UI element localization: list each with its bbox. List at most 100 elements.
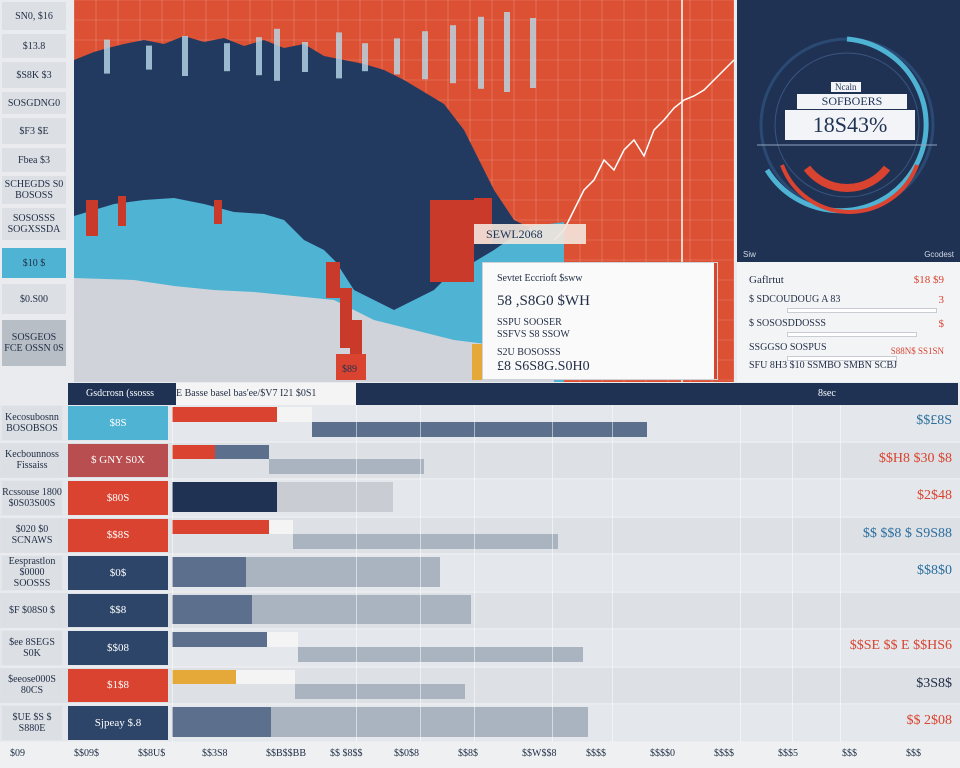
chart-spike bbox=[478, 16, 484, 89]
table-row-value: $$ 2$08 bbox=[906, 713, 953, 728]
table-row-label: $F $08S0 $ bbox=[2, 593, 62, 627]
chart-spike bbox=[104, 39, 110, 74]
table-header-cell[interactable] bbox=[668, 383, 788, 405]
table-header-cell[interactable] bbox=[428, 383, 488, 405]
right-panel-row-label: $ SDCOUDOUG A 83 bbox=[749, 294, 841, 305]
table-row-category: $ GNY S0X bbox=[68, 443, 168, 477]
table-row-category: $1$8 bbox=[68, 668, 168, 702]
right-panel-row-label: SSGGSO SOSPUS bbox=[749, 342, 827, 353]
right-panel-row-label: $ SOSOSDDOSSS bbox=[749, 318, 826, 329]
table-row-bar bbox=[252, 594, 471, 624]
right-panel-row-bar bbox=[787, 356, 897, 361]
table-row-bar bbox=[172, 482, 277, 512]
table-header-cell[interactable]: Gsdcrosn (ssosss bbox=[86, 388, 155, 399]
bottom-axis-tick: $$$5 bbox=[778, 748, 798, 759]
left-column-item: SOSGEOS FCE OSSN 0S bbox=[2, 320, 66, 366]
chart-gray-area bbox=[74, 278, 554, 382]
table-row-label: $UE $S $ S880E bbox=[2, 706, 62, 740]
right-panel-footer-value: S88N$ SS1SN bbox=[890, 346, 944, 356]
left-column-item: $10 $ bbox=[2, 248, 66, 278]
table-header-cell[interactable]: E Basse basel bas'ee/$V7 I21 $0S1 bbox=[176, 383, 356, 405]
table-row-bar bbox=[297, 646, 584, 662]
chart-red-bar bbox=[118, 196, 126, 226]
table-row-label: Eesprastlon $0000 SOOSSS bbox=[2, 556, 62, 590]
right-panel-row-bar bbox=[787, 308, 937, 313]
gauge-arc-red bbox=[780, 164, 919, 214]
gauge-ring-inner bbox=[774, 52, 920, 198]
bottom-axis-tick: $$$ bbox=[842, 748, 857, 759]
chart-spike bbox=[274, 28, 280, 81]
table-row-label: $eeose000S 80CS bbox=[2, 668, 62, 702]
chart-spike bbox=[224, 43, 230, 72]
table-row-bar bbox=[172, 519, 269, 535]
table-header-cell[interactable]: 8sec bbox=[818, 388, 836, 399]
table-row-value: $3S8$ bbox=[916, 675, 952, 691]
table-row-value: $$£8S bbox=[916, 413, 952, 428]
chart-red-bar bbox=[214, 200, 222, 224]
table-row-category: $$8 bbox=[68, 593, 168, 627]
table-row-label: $ee 8SEGS S0K bbox=[2, 631, 62, 665]
table-gridline bbox=[792, 405, 793, 742]
table-row-label: Kecbounnoss Fissaiss bbox=[2, 443, 62, 477]
info-card: Sevtet Eccrioft $sww 58 ,S8G0 $WH SSPU S… bbox=[482, 262, 718, 380]
table-row-bar bbox=[293, 534, 559, 549]
table-row-bar bbox=[246, 557, 441, 587]
chart-overlay-box bbox=[474, 224, 586, 244]
table-header-cell[interactable] bbox=[358, 383, 428, 405]
table-gridline bbox=[474, 405, 475, 742]
gauge-footer-left: Siw bbox=[743, 250, 756, 259]
gauge-small-label: Ncaln bbox=[831, 82, 861, 92]
table-row-category: $0$ bbox=[68, 556, 168, 590]
chart-red-bar bbox=[340, 288, 352, 348]
bottom-axis-tick: $$8U$ bbox=[138, 748, 166, 759]
table-gridline bbox=[552, 405, 553, 742]
table-header-cell[interactable] bbox=[488, 383, 548, 405]
right-panel-row-bar bbox=[787, 332, 917, 337]
chart-spike bbox=[182, 36, 188, 76]
table-row-bar bbox=[172, 707, 271, 737]
right-panel-row-value: 3 bbox=[938, 294, 945, 306]
bottom-axis-tick: $$$ bbox=[906, 748, 921, 759]
table-row-bar bbox=[172, 557, 247, 587]
left-column-item: $S8K $3 bbox=[2, 62, 66, 88]
chart-red-bar bbox=[86, 200, 98, 236]
bottom-axis-tick: $$B$$BB bbox=[266, 748, 307, 759]
table-row-label: Rcssouse 1800 $0S03S00S bbox=[2, 481, 62, 515]
table-row-bar bbox=[172, 407, 277, 422]
table-row-category: $$8S bbox=[68, 518, 168, 552]
bottom-axis-tick: $$8$ bbox=[458, 748, 478, 759]
bottom-axis-tick: $$$$0 bbox=[650, 748, 675, 759]
table-row-value: $2$48 bbox=[917, 488, 952, 503]
table-row-category: $80S bbox=[68, 481, 168, 515]
bottom-axis-tick: $$3S8 bbox=[202, 748, 228, 759]
table-row-value: $$H8 $30 $8 bbox=[878, 450, 952, 466]
table-header-cell[interactable] bbox=[548, 383, 668, 405]
gauge-value: 18S43% bbox=[785, 110, 915, 140]
table-row-bar bbox=[172, 444, 216, 460]
table-gridline bbox=[840, 405, 841, 742]
right-summary-panel: Gaflrtut $18 $9 $ SDCOUDOUG A 83 3 $ SOSOS… bbox=[737, 262, 960, 382]
table-row-bar bbox=[268, 519, 294, 535]
table-row-value: $$8$0 bbox=[917, 563, 952, 578]
right-panel-row-value: $ bbox=[938, 318, 945, 330]
left-column-item: $F3 $E bbox=[2, 118, 66, 144]
chart-spike bbox=[302, 42, 308, 72]
gauge-panel: Ncaln SOFBOERS 18S43% Siw Gcodest bbox=[737, 0, 960, 262]
table-header: Gsdcrosn (ssosss E Basse basel bas'ee/$V7… bbox=[68, 383, 958, 405]
bottom-axis-tick: $$0$8 bbox=[394, 748, 419, 759]
table-gridline bbox=[420, 405, 421, 742]
chart-red-bar bbox=[430, 200, 474, 282]
table-row-category: Sjpeay $.8 bbox=[68, 706, 168, 740]
right-panel-title: Gaflrtut bbox=[749, 274, 784, 286]
right-panel-footer-label: SFU 8H3 $10 SSMBO SMBN SCBJ bbox=[749, 360, 898, 371]
chart-line bbox=[553, 59, 734, 241]
table-row-bar bbox=[172, 669, 236, 685]
chart-spike bbox=[336, 32, 342, 79]
table-row-bar bbox=[266, 632, 298, 647]
table-row-value: $$SE $$ E $$HS6 bbox=[849, 638, 952, 653]
table-header-cell[interactable] bbox=[788, 383, 818, 405]
info-card-line2: SSPU SOOSER bbox=[497, 317, 562, 328]
left-column-item: SOSGDNG0 bbox=[2, 92, 66, 114]
table-row-bar bbox=[295, 684, 465, 699]
